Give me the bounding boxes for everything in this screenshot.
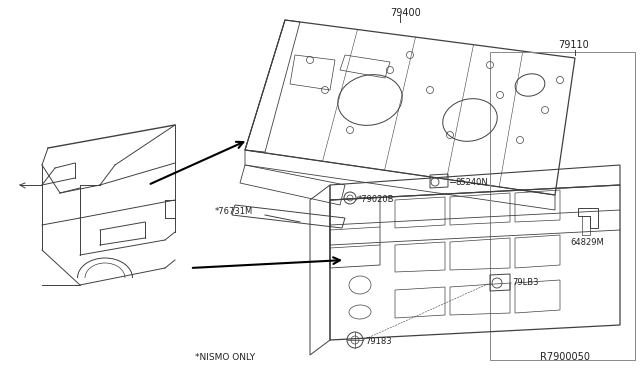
Text: 79LB3: 79LB3 bbox=[512, 278, 538, 287]
Text: 79183: 79183 bbox=[365, 337, 392, 346]
Text: 79400: 79400 bbox=[390, 8, 420, 18]
Text: *76731M: *76731M bbox=[215, 207, 253, 216]
Text: 79110: 79110 bbox=[558, 40, 589, 50]
Text: 85240N: 85240N bbox=[455, 178, 488, 187]
Text: *79020B: *79020B bbox=[358, 195, 394, 204]
Text: *NISMO ONLY: *NISMO ONLY bbox=[195, 353, 255, 362]
Text: 64829M: 64829M bbox=[570, 238, 604, 247]
Text: R7900050: R7900050 bbox=[540, 352, 590, 362]
